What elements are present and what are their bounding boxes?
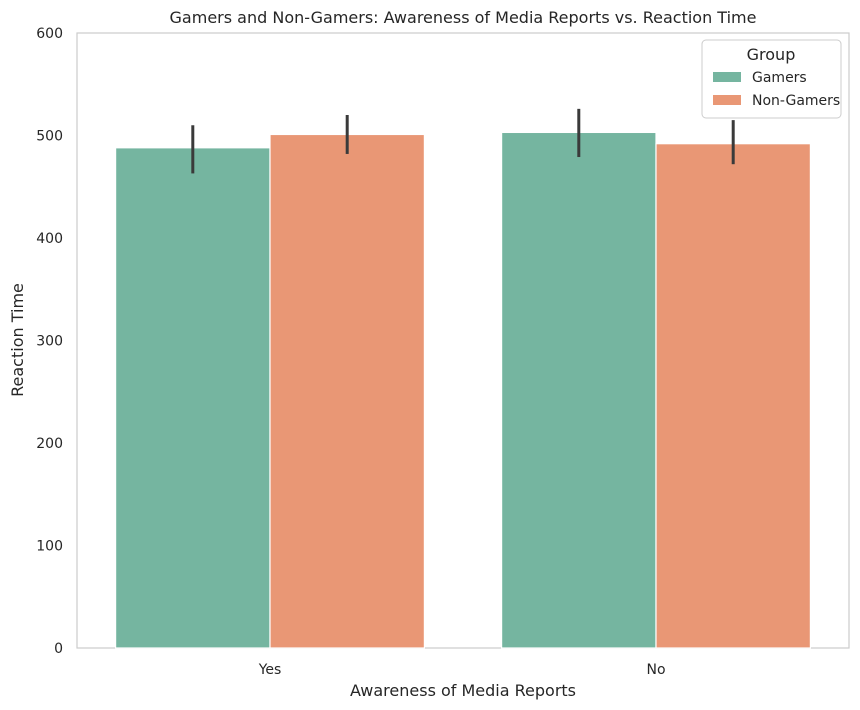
legend-label: Non-Gamers [752,93,840,109]
bar-gamers-yes [114,147,271,649]
legend-label: Gamers [752,70,807,86]
y-tick-label: 400 [36,231,63,247]
y-tick-label: 500 [36,129,63,145]
legend-swatch [713,72,741,82]
legend: Group Gamers Non-Gamers [701,39,842,119]
y-tick-label: 0 [54,641,63,657]
x-tick-label: Yes [258,662,282,678]
legend-swatch [713,95,741,105]
y-axis-ticks: 0 100 200 300 400 500 600 [36,26,63,657]
x-tick-label: No [646,662,665,678]
bars-layer [114,131,811,649]
y-tick-label: 100 [36,539,63,555]
bar-non-gamers-no [655,143,811,649]
x-axis-ticks: Yes No [258,662,666,678]
bar-gamers-no [501,131,657,649]
y-axis-label: Reaction Time [8,283,27,397]
y-tick-label: 200 [36,436,63,452]
y-tick-label: 600 [36,26,63,42]
errorbars-layer [191,108,735,174]
x-axis-label: Awareness of Media Reports [350,681,576,700]
legend-items: Gamers Non-Gamers [713,70,840,109]
y-tick-label: 300 [36,334,63,350]
bar-non-gamers-yes [269,133,425,649]
chart-title: Gamers and Non-Gamers: Awareness of Medi… [170,8,757,27]
legend-title: Group [747,45,796,64]
